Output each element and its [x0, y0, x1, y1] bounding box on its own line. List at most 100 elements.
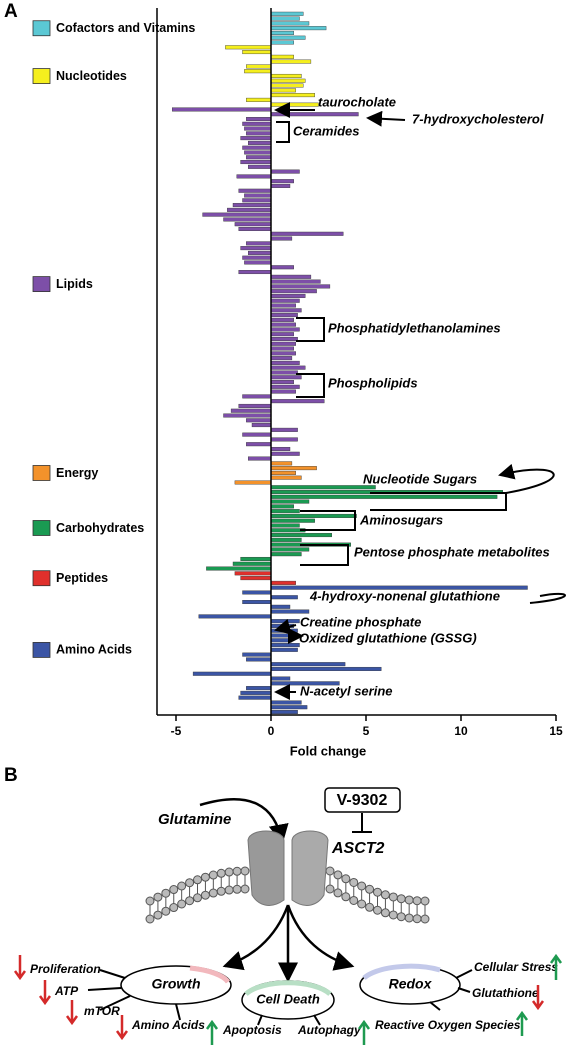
bar [206, 566, 272, 571]
effect: Glutathione [472, 986, 539, 1000]
transporter: ASCT2 [331, 840, 385, 857]
annotation: N-acetyl serine [300, 683, 393, 698]
transporter-shape [291, 830, 329, 906]
lipid-head [232, 884, 242, 894]
bar [242, 652, 272, 657]
lipid-head [349, 877, 359, 887]
bar [234, 222, 272, 227]
bar [232, 561, 272, 566]
bar [270, 289, 317, 294]
legend-swatch [32, 642, 51, 658]
lipid-head [373, 887, 382, 897]
drug-box [324, 787, 401, 813]
bar [246, 686, 272, 691]
annotation: Oxidized glutathione (GSSG) [299, 630, 477, 645]
legend-label: Nucleotides [56, 69, 127, 83]
bar [270, 580, 296, 585]
lipid-head [177, 881, 187, 891]
annotation: Phospholipids [328, 375, 418, 390]
bar [244, 69, 272, 74]
lipid-head [185, 896, 195, 906]
bar [247, 164, 272, 169]
legend-swatch [32, 520, 51, 536]
bar [244, 126, 272, 131]
bar [251, 423, 272, 428]
effect-arrows [13, 953, 563, 1045]
bar [230, 408, 272, 413]
lipid-head [380, 908, 390, 918]
bar [270, 179, 294, 184]
lipid-head [365, 902, 375, 912]
panel-label: A [4, 1, 18, 22]
x-tick-label: -5 [171, 724, 182, 738]
effect: Proliferation [30, 962, 101, 976]
lipid-head [216, 886, 226, 896]
bar [244, 193, 272, 198]
lipid-head [145, 896, 155, 906]
legend-label: Peptides [56, 571, 108, 585]
bar [238, 403, 272, 408]
legend-label: Amino Acids [56, 643, 132, 657]
lipid-head [193, 893, 202, 903]
lipid-head [185, 878, 195, 888]
bar [270, 485, 376, 490]
transporter-shape [247, 830, 285, 906]
outcome: Redox [389, 976, 433, 992]
bar [270, 619, 300, 624]
annotation: taurocholate [318, 94, 396, 109]
bar [246, 155, 272, 160]
legend-label: Cofactors and Vitamins [56, 21, 195, 35]
lipid-head [396, 912, 406, 922]
bar [247, 140, 272, 145]
bar [270, 54, 294, 59]
bar [238, 270, 272, 275]
bar [270, 35, 306, 40]
bar [270, 604, 291, 609]
lipid-head [412, 914, 422, 924]
outcome-arrows [222, 904, 355, 983]
bar [270, 73, 302, 78]
lipid-head [333, 870, 343, 880]
lipid-head [349, 895, 359, 905]
effects: Proliferation ATP mTOR Amino Acids Apopt… [30, 960, 558, 1037]
bar [270, 451, 300, 456]
lipid-head [333, 888, 343, 898]
lipid-head [177, 899, 187, 909]
lipid-head [161, 906, 171, 916]
bar [270, 284, 331, 289]
bar [270, 59, 312, 64]
bar [270, 518, 315, 523]
lipid-head [224, 867, 234, 877]
effect: Apoptosis [222, 1023, 282, 1037]
bar [270, 16, 300, 21]
bar [270, 380, 294, 385]
lipid-head [224, 885, 234, 895]
annotation: Ceramides [293, 123, 359, 138]
lipid-head [200, 872, 210, 882]
bar [270, 633, 296, 638]
bar [270, 399, 325, 404]
bar [270, 446, 291, 451]
annotation: Aminosugars [359, 512, 443, 527]
bar [270, 236, 293, 241]
effect: Amino Acids [131, 1018, 205, 1032]
bar [270, 274, 312, 279]
bar [270, 384, 300, 389]
lipid-head [412, 896, 422, 906]
legend-label: Energy [56, 466, 98, 480]
bar [270, 26, 327, 31]
x-tick-label: 15 [549, 724, 563, 738]
bar [246, 97, 272, 102]
bar [270, 666, 382, 671]
bar [242, 121, 272, 126]
bar [270, 595, 298, 600]
bar [270, 303, 296, 308]
bar [270, 676, 291, 681]
lipid-head [420, 896, 430, 906]
bar [270, 643, 300, 648]
bar [242, 590, 272, 595]
bar [238, 695, 272, 700]
legend-swatch [32, 465, 51, 481]
connectors [87, 969, 473, 1026]
